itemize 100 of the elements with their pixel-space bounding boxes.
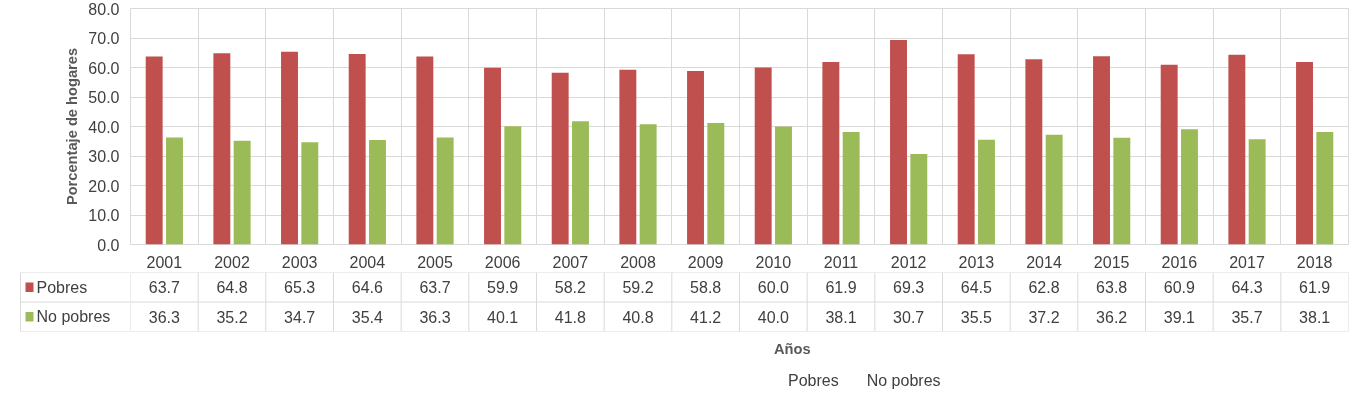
x-tick-label: 2012 bbox=[890, 253, 927, 271]
bar bbox=[348, 53, 366, 245]
bar bbox=[1113, 137, 1131, 245]
data-label: 38.1 bbox=[825, 308, 857, 326]
bar bbox=[1045, 134, 1063, 245]
data-label: 35.4 bbox=[351, 308, 384, 326]
data-label: 64.6 bbox=[351, 279, 384, 297]
bar bbox=[1093, 56, 1110, 245]
data-label: 30.7 bbox=[893, 308, 925, 326]
bar bbox=[822, 61, 840, 245]
bar bbox=[233, 140, 251, 245]
x-tick-label: 2002 bbox=[214, 253, 250, 271]
bar bbox=[301, 142, 319, 245]
bar bbox=[910, 153, 928, 245]
x-tick-label: 2003 bbox=[281, 253, 318, 271]
x-tick-label: 2007 bbox=[552, 253, 589, 271]
y-tick-label: 50.0 bbox=[88, 89, 120, 106]
y-tick-label: 10.0 bbox=[88, 207, 120, 224]
x-tick-label: 2001 bbox=[146, 253, 183, 271]
x-tick-label: 2011 bbox=[823, 253, 859, 271]
bar bbox=[416, 56, 434, 245]
data-label: 63.7 bbox=[148, 279, 181, 297]
data-label: 37.2 bbox=[1028, 308, 1060, 326]
x-tick-label: 2015 bbox=[1093, 253, 1130, 271]
data-label: 60.9 bbox=[1163, 279, 1196, 297]
x-tick-label: 2018 bbox=[1296, 253, 1333, 271]
y-tick-label: 40.0 bbox=[88, 118, 120, 136]
data-label: 59.2 bbox=[622, 279, 654, 297]
data-label: 40.8 bbox=[622, 308, 654, 326]
x-tick-label: 2004 bbox=[349, 253, 386, 271]
bar bbox=[754, 67, 772, 245]
bar bbox=[890, 40, 907, 245]
bar bbox=[1228, 54, 1246, 245]
y-axis-title: Porcentaje de hogares bbox=[64, 47, 81, 206]
bar bbox=[619, 69, 637, 245]
bar bbox=[1316, 132, 1334, 245]
data-label: 63.8 bbox=[1096, 279, 1128, 297]
bar bbox=[978, 139, 995, 245]
bar bbox=[957, 54, 975, 245]
data-label: 38.1 bbox=[1299, 308, 1331, 326]
bar bbox=[1296, 61, 1313, 245]
data-label: 64.5 bbox=[960, 279, 993, 297]
data-label: 63.7 bbox=[419, 279, 451, 297]
data-label: 36.2 bbox=[1096, 308, 1128, 326]
bar bbox=[369, 140, 386, 245]
bar bbox=[775, 126, 792, 245]
bar bbox=[842, 132, 860, 245]
data-label: 61.9 bbox=[825, 279, 857, 297]
bar bbox=[281, 51, 298, 245]
text: No pobres bbox=[866, 372, 941, 389]
x-axis-title: Años bbox=[774, 340, 811, 357]
bar bbox=[1160, 64, 1178, 245]
data-label: 34.7 bbox=[284, 308, 316, 326]
y-tick-label: 70.0 bbox=[88, 30, 120, 47]
y-tick-label: 20.0 bbox=[88, 177, 120, 195]
data-label: 62.8 bbox=[1028, 279, 1060, 297]
bar bbox=[639, 124, 657, 245]
data-label: 61.9 bbox=[1299, 279, 1331, 297]
legend-label: Pobres bbox=[36, 278, 88, 296]
bar bbox=[707, 122, 725, 245]
data-label: 69.3 bbox=[893, 279, 925, 297]
x-tick-label: 2006 bbox=[484, 253, 521, 271]
data-label: 35.2 bbox=[216, 308, 248, 326]
data-label: 36.3 bbox=[419, 308, 451, 326]
bar bbox=[687, 71, 704, 245]
data-label: 58.2 bbox=[554, 279, 587, 297]
bar bbox=[166, 137, 183, 245]
y-tick-label: 80.0 bbox=[88, 0, 120, 18]
data-label: 40.1 bbox=[487, 308, 519, 326]
bar bbox=[504, 126, 522, 245]
data-label: 41.2 bbox=[690, 308, 722, 326]
y-tick-label: 30.0 bbox=[88, 148, 120, 165]
data-label: 35.5 bbox=[960, 308, 993, 326]
data-label: 36.3 bbox=[148, 308, 181, 326]
bar bbox=[1181, 129, 1198, 245]
data-label: 41.8 bbox=[554, 308, 587, 326]
data-label: 64.3 bbox=[1231, 279, 1263, 297]
x-tick-label: 2008 bbox=[620, 253, 656, 271]
data-label: 64.8 bbox=[216, 279, 248, 297]
bar bbox=[551, 72, 569, 245]
x-tick-label: 2017 bbox=[1229, 253, 1265, 271]
bar bbox=[572, 121, 589, 245]
data-label: 65.3 bbox=[284, 279, 316, 297]
bar bbox=[1248, 139, 1266, 245]
text: Pobres bbox=[788, 372, 839, 389]
data-label: 40.0 bbox=[757, 308, 790, 326]
data-label: 35.7 bbox=[1231, 308, 1263, 326]
data-label: 58.8 bbox=[690, 279, 722, 297]
y-tick-label: 60.0 bbox=[88, 59, 120, 77]
bar bbox=[436, 137, 454, 245]
x-tick-label: 2010 bbox=[755, 253, 792, 271]
x-tick-label: 2013 bbox=[958, 253, 995, 271]
x-tick-label: 2009 bbox=[687, 253, 724, 271]
bar bbox=[145, 56, 163, 245]
x-tick-label: 2016 bbox=[1161, 253, 1198, 271]
data-label: 60.0 bbox=[757, 279, 790, 297]
legend-label: No pobres bbox=[36, 308, 111, 326]
bar bbox=[1025, 59, 1043, 245]
y-tick-label: 0.0 bbox=[97, 236, 120, 254]
data-label: 39.1 bbox=[1163, 308, 1196, 326]
